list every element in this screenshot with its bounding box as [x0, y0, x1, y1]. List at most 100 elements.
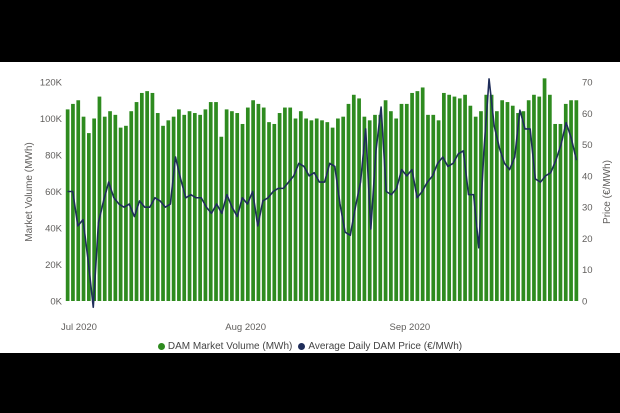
volume-bar — [150, 92, 155, 301]
volume-bar — [283, 107, 287, 301]
volume-bar — [532, 94, 536, 301]
volume-bar — [526, 100, 531, 301]
y-right-tick-label: 40 — [582, 171, 593, 182]
y-right-tick-label: 0 — [582, 297, 587, 308]
volume-bar — [139, 92, 144, 301]
volume-bar — [261, 107, 266, 301]
volume-bar — [219, 136, 224, 301]
legend: DAM Market Volume (MWh) Average Daily DA… — [0, 339, 620, 353]
volume-bar — [288, 107, 293, 301]
volume-bar — [293, 118, 298, 301]
volume-bar — [129, 111, 134, 301]
volume-bar — [442, 92, 446, 301]
volume-bar — [378, 114, 383, 301]
volume-bar — [277, 113, 282, 301]
x-tick-label: Sep 2020 — [390, 322, 431, 333]
volume-bar — [330, 127, 335, 302]
volume-bar — [346, 103, 351, 302]
volume-bar — [187, 111, 192, 301]
volume-bar — [495, 111, 499, 301]
volume-bar — [182, 114, 187, 301]
volume-bar — [166, 120, 171, 301]
legend-volume-marker — [157, 342, 165, 350]
y-left-tick-label: 0K — [50, 297, 62, 308]
volume-bar — [267, 122, 271, 302]
y-right-axis-title: Price (€/MWh) — [602, 160, 613, 224]
volume-bar — [298, 111, 303, 301]
volume-bar — [383, 100, 388, 301]
y-left-tick-label: 60K — [45, 187, 63, 198]
volume-bar — [548, 94, 552, 301]
y-left-tick-label: 80K — [45, 151, 63, 162]
price-line-group — [67, 78, 578, 309]
volume-bar — [161, 125, 165, 301]
volume-bar — [224, 109, 229, 302]
volume-bar — [563, 103, 568, 302]
legend-volume-label: DAM Market Volume (MWh) — [167, 340, 293, 352]
volume-bar — [81, 116, 86, 302]
volume-bar — [484, 94, 489, 301]
volume-bar — [214, 102, 218, 301]
volume-bar — [208, 102, 213, 301]
volume-bar — [320, 120, 324, 301]
volume-bar — [341, 116, 346, 302]
volume-bar — [97, 96, 102, 301]
y-right-tick-label: 60 — [582, 109, 593, 120]
volume-bar — [134, 102, 139, 301]
volume-bar — [537, 96, 542, 301]
legend-price-marker — [298, 342, 306, 350]
y-right-tick-label: 20 — [582, 234, 593, 245]
volume-bar — [542, 78, 547, 301]
legend-item-price[interactable]: Average Daily DAM Price (€/MWh) — [298, 341, 462, 352]
volume-bar — [489, 94, 494, 301]
volume-bar — [404, 103, 409, 302]
x-tick-label: Jul 2020 — [61, 322, 97, 333]
volume-bar — [86, 133, 91, 301]
volume-bar — [516, 113, 520, 301]
volume-bar — [500, 100, 505, 301]
volume-bar — [235, 113, 240, 301]
volume-bar — [304, 118, 308, 301]
volume-bar — [118, 127, 123, 302]
volume-bar — [452, 96, 457, 301]
volume-bar — [71, 103, 75, 302]
volume-bar — [108, 111, 112, 301]
volume-bar — [410, 92, 414, 301]
volume-bar — [92, 118, 96, 301]
volume-bar — [251, 100, 255, 301]
volume-bar — [420, 87, 425, 301]
volume-bar — [553, 123, 558, 301]
volume-bar — [198, 114, 202, 301]
volume-bar — [65, 109, 70, 302]
volume-bar — [177, 109, 181, 302]
y-right-tick-label: 10 — [582, 265, 593, 276]
y-right-tick-label: 30 — [582, 203, 593, 214]
volume-bar — [457, 98, 462, 301]
volume-bar — [373, 114, 377, 301]
y-left-ticks: 0K 20K 40K 60K 80K 100K 120K — [40, 78, 63, 308]
volume-bar — [399, 103, 404, 302]
volume-bar — [521, 111, 526, 301]
legend-item-volume[interactable]: DAM Market Volume (MWh) — [157, 340, 293, 352]
y-right-tick-label: 70 — [582, 78, 593, 89]
volume-bar — [76, 100, 81, 301]
volume-bar — [336, 118, 340, 301]
price-line — [67, 78, 578, 309]
volume-bar — [113, 114, 118, 301]
y-right-tick-label: 50 — [582, 140, 593, 151]
volume-bar — [394, 118, 399, 301]
volume-bar — [357, 98, 361, 301]
volume-bar — [309, 120, 314, 301]
volume-bar — [431, 114, 436, 301]
volume-bar — [505, 102, 510, 301]
volume-bar — [468, 105, 473, 301]
volume-bar — [102, 116, 107, 302]
volume-bar — [574, 100, 579, 301]
volume-bar — [192, 113, 197, 301]
volume-bar — [314, 118, 319, 301]
y-left-axis-title: Market Volume (MWh) — [24, 142, 35, 241]
volume-bar — [256, 103, 261, 302]
volume-bar — [155, 113, 160, 301]
volume-bar — [325, 122, 330, 302]
